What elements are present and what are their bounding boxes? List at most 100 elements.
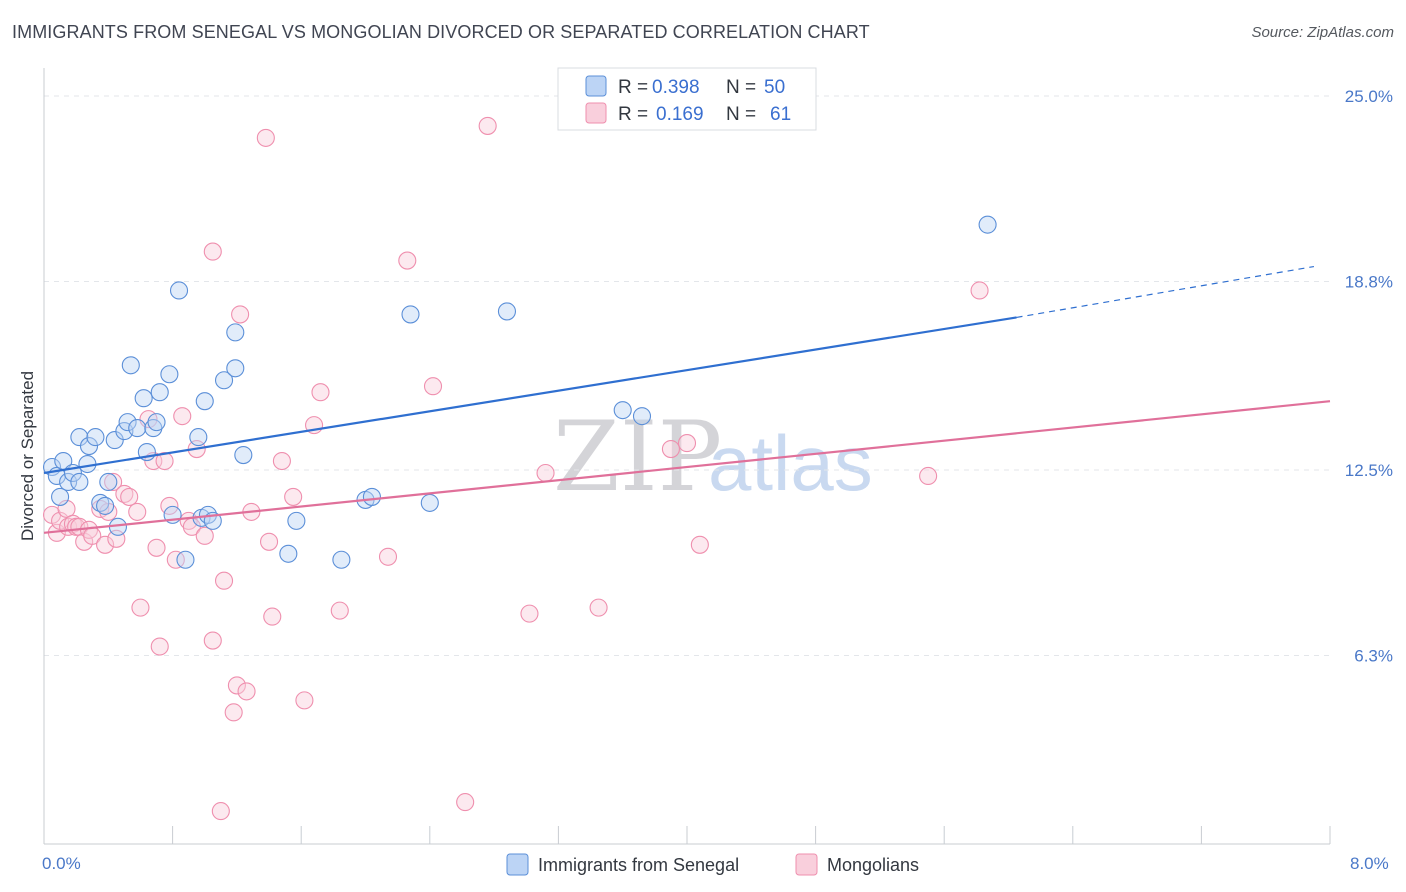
point-senegal [401,305,420,324]
point-senegal [169,281,189,300]
point-senegal [214,371,234,390]
point-mongolians [263,607,282,626]
point-mongolians [128,502,147,521]
source-label: Source: ZipAtlas.com [1251,24,1394,41]
legend-bottom-label-mongolians: Mongolians [827,855,919,875]
chart-title: IMMIGRANTS FROM SENEGAL VS MONGOLIAN DIV… [12,22,870,42]
point-mongolians [203,242,222,261]
point-senegal [118,413,137,432]
point-mongolians [536,463,555,483]
point-senegal [362,487,381,506]
y-axis-label: Divorced or Separated [18,371,37,541]
point-senegal [287,511,306,530]
point-senegal [613,401,632,420]
point-mongolians [173,407,192,426]
point-mongolians [147,538,166,557]
legend-n-value-mongolians: 61 [770,104,791,125]
legend-r-value-mongolians: 0.169 [656,104,704,125]
y-tick-label: 12.5% [1345,461,1393,480]
point-senegal [279,544,298,563]
trend-lines [43,265,1331,534]
point-senegal [195,392,214,411]
point-senegal [176,550,195,569]
trend-line-senegal-extension [1016,265,1315,318]
legend-swatch-senegal [585,75,607,97]
point-senegal [234,445,253,465]
point-mongolians [919,466,938,486]
point-mongolians [96,535,115,554]
trend-line-mongolians [43,400,1331,534]
point-senegal [420,493,439,512]
point-mongolians [155,451,174,471]
y-tick-label: 18.8% [1345,273,1393,292]
series-senegal [42,215,997,569]
point-mongolians [231,305,250,324]
point-mongolians [211,802,230,821]
point-mongolians [690,535,709,554]
point-senegal [86,428,105,447]
point-senegal [632,407,652,426]
point-mongolians [478,116,497,135]
point-mongolians [284,487,303,506]
point-senegal [128,419,147,438]
point-mongolians [330,601,349,620]
point-mongolians [970,281,989,300]
point-mongolians [661,440,680,459]
trend-line-senegal [43,316,1017,475]
point-mongolians [120,487,139,506]
point-senegal [99,472,118,492]
point-senegal [91,493,110,512]
y-axis-tick-labels: 6.3% 12.5% 18.8% 25.0% [1345,87,1393,666]
point-senegal [189,428,208,447]
point-mongolians [195,526,214,545]
point-senegal [978,215,997,234]
point-senegal [150,383,169,402]
point-mongolians [131,598,150,617]
point-senegal [160,365,179,384]
point-mongolians [104,472,123,492]
series-mongolians [42,116,989,821]
point-mongolians [311,383,330,402]
point-mongolians [227,676,246,695]
point-mongolians [589,598,608,617]
point-mongolians [214,571,234,590]
point-senegal [70,472,89,492]
point-mongolians [398,251,417,270]
point-senegal [96,496,115,515]
point-mongolians [456,793,475,812]
point-mongolians [256,128,275,147]
point-mongolians [224,703,243,722]
point-mongolians [259,532,279,551]
legend-bottom: Immigrants from Senegal Mongolians [506,853,919,876]
point-mongolians [423,377,443,396]
legend-n-value-senegal: 50 [764,77,785,98]
point-senegal [226,359,245,378]
point-mongolians [677,434,697,453]
point-mongolians [378,547,398,566]
x-axis-ticks [172,826,1331,844]
y-tick-label: 6.3% [1354,647,1393,666]
point-mongolians [237,682,256,701]
point-senegal [147,413,166,432]
point-mongolians [295,691,314,710]
point-senegal [51,487,70,506]
point-senegal [332,550,351,569]
watermark-zip: ZIP [553,401,722,513]
legend-swatch-mongolians [585,102,607,124]
legend-bottom-swatch-senegal [506,853,529,876]
point-mongolians [520,604,539,623]
legend-n-label-mongolians: N = [726,104,756,125]
legend-bottom-swatch-mongolians [795,853,818,876]
legend-r-value-senegal: 0.398 [652,77,700,98]
point-senegal [79,437,99,456]
point-mongolians [166,550,185,569]
point-senegal [134,389,153,408]
point-mongolians [115,484,134,503]
legend-r-label-senegal: R = [618,77,648,98]
legend-n-label-senegal: N = [726,77,756,98]
point-mongolians [150,637,169,656]
point-senegal [121,356,140,375]
watermark: ZIP atlas [553,401,873,513]
point-mongolians [272,451,291,471]
